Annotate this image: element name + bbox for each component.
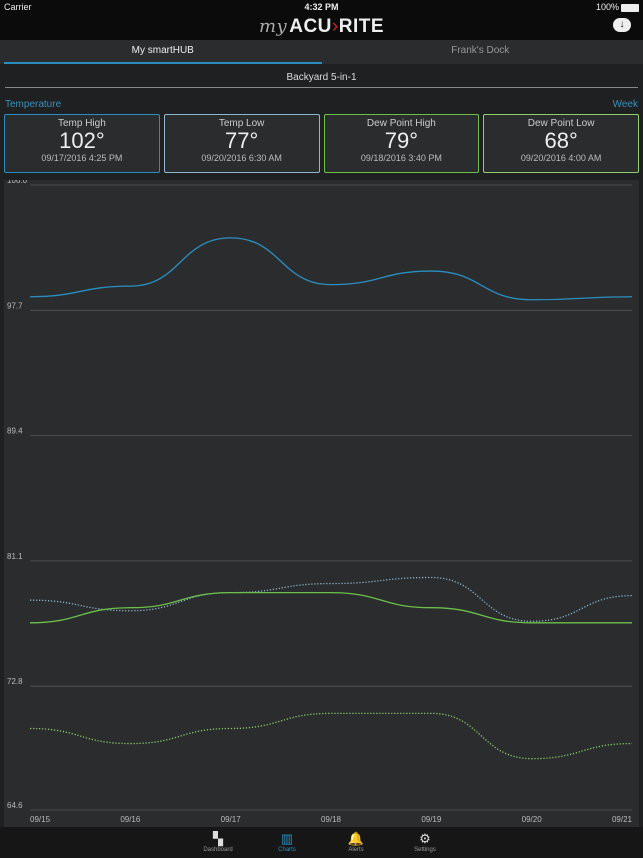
tab-franks-dock[interactable]: Frank's Dock [451, 45, 510, 56]
app-header: my ACU›RITE ↓ [0, 14, 643, 40]
nav-dashboard[interactable]: ▚ Dashboard [188, 831, 248, 853]
x-tick-label: 09/16 [120, 815, 141, 824]
nav-settings[interactable]: ⚙ Settings [395, 831, 455, 853]
series-dew-point-high [29, 591, 632, 624]
x-tick-label: 09/15 [30, 815, 51, 824]
acurite-logo: my ACU›RITE [258, 16, 385, 37]
bottom-nav: ▚ Dashboard ▥ Charts 🔔 Alerts ⚙ Settings [0, 827, 643, 858]
nav-label: Dashboard [203, 847, 233, 853]
card-title: Temp High [57, 118, 106, 129]
y-tick-label: 81.1 [7, 552, 23, 561]
range-selector[interactable]: Week [612, 99, 638, 110]
card-value: 102° [59, 128, 105, 153]
card-title: Dew Point Low [527, 118, 595, 129]
card-title: Temp Low [218, 118, 265, 129]
device-tabs: My smartHUB Frank's Dock [0, 40, 643, 64]
x-tick-label: 09/19 [421, 815, 442, 824]
nav-charts[interactable]: ▥ Charts [257, 831, 317, 853]
stat-card-temp-high[interactable]: Temp High 102° 09/17/2016 4:25 PM [4, 114, 160, 173]
battery-icon [621, 3, 639, 12]
y-tick-label: 64.6 [7, 801, 23, 810]
nav-alerts[interactable]: 🔔 Alerts [326, 831, 386, 853]
nav-label: Alerts [348, 847, 364, 853]
tab-my-smarthub[interactable]: My smartHUB [4, 40, 322, 64]
carrier-label: Carrier [4, 2, 32, 12]
alerts-icon: 🔔 [347, 831, 365, 846]
temperature-chart: 106.0 97.7 89.4 81.1 72.8 64.6 09/15 09/16 09/17… [4, 176, 639, 827]
card-value: 68° [544, 128, 578, 153]
dashboard-icon: ▚ [213, 831, 223, 846]
nav-label: Charts [278, 847, 296, 853]
charts-icon: ▥ [280, 831, 294, 846]
card-date: 09/17/2016 4:25 PM [41, 153, 123, 163]
series-temp-high [29, 237, 633, 301]
battery-label: 100% [595, 2, 619, 12]
x-tick-label: 09/18 [321, 815, 342, 824]
stat-card-temp-low[interactable]: Temp Low 77° 09/20/2016 6:30 AM [163, 114, 320, 173]
series-temp-low [29, 576, 633, 622]
nav-label: Settings [414, 847, 436, 853]
y-tick-label: 97.7 [7, 301, 23, 310]
card-date: 09/20/2016 4:00 AM [520, 153, 602, 163]
x-tick-label: 09/20 [522, 815, 543, 824]
card-value: 77° [224, 128, 259, 153]
clock: 4:32 PM [304, 2, 339, 12]
y-tick-label: 72.8 [7, 677, 23, 686]
card-date: 09/20/2016 6:30 AM [201, 153, 282, 163]
battery-indicator: 100% [596, 2, 639, 12]
stat-card-dew-point-high[interactable]: Dew Point High 79° 09/18/2016 3:40 PM [323, 114, 480, 173]
sensor-selector[interactable]: Backyard 5-in-1 [5, 70, 638, 88]
y-tick-label: 89.4 [7, 427, 23, 436]
measure-selector[interactable]: Temperature [5, 99, 62, 110]
status-bar: Carrier 4:32 PM 100% [0, 0, 643, 14]
settings-icon: ⚙ [419, 831, 431, 846]
stat-card-dew-point-low[interactable]: Dew Point Low 68° 09/20/2016 4:00 AM [483, 114, 639, 173]
series-dew-point-low [29, 712, 633, 760]
card-title: Dew Point High [366, 118, 436, 129]
y-tick-label: 106.0 [7, 180, 28, 185]
cloud-download-icon[interactable]: ↓ [613, 18, 631, 32]
x-tick-label: 09/17 [221, 815, 242, 824]
card-date: 09/18/2016 3:40 PM [360, 153, 442, 163]
card-value: 79° [384, 128, 419, 153]
x-tick-label: 09/21 [612, 815, 633, 824]
